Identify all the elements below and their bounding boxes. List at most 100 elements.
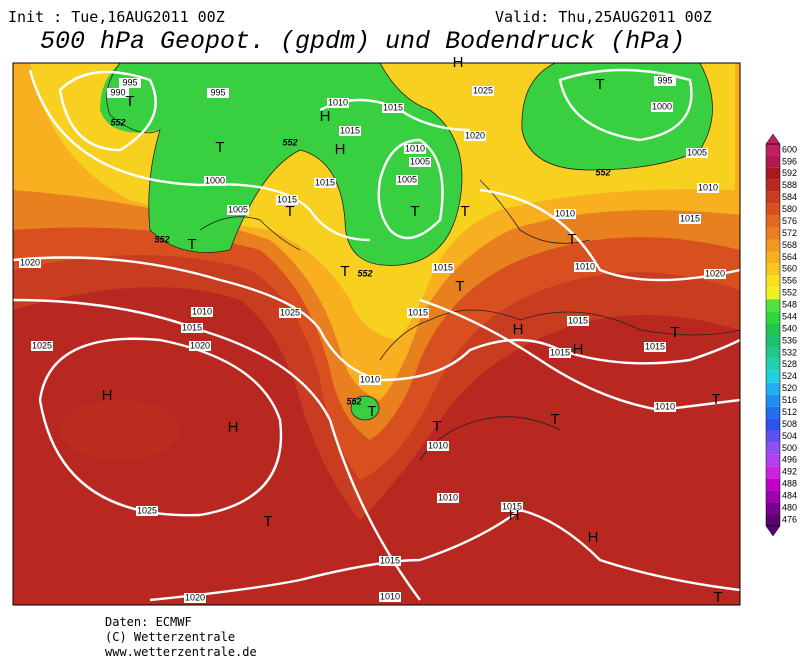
isobar-label: 1020 (185, 592, 205, 602)
colorbar-swatch (766, 215, 780, 228)
isobar-label: 1000 (205, 175, 225, 185)
isobar-label-bg (697, 183, 719, 193)
isobar-label-bg (382, 103, 404, 113)
colorbar-swatch (766, 203, 780, 216)
pressure-center: T (367, 403, 376, 420)
pressure-center: H (453, 54, 464, 71)
isobar-label-bg (19, 258, 41, 268)
copyright: (C) Wetterzentrale (105, 630, 235, 644)
colorbar-swatch (766, 394, 780, 407)
pressure-center: T (187, 236, 196, 253)
colorbar-swatch (766, 335, 780, 347)
contour-label: 552 (282, 137, 297, 147)
colorbar-swatch (766, 382, 780, 395)
colorbar-swatch (766, 167, 780, 180)
colorbar-swatch (766, 263, 780, 276)
isobar-label-bg (432, 263, 454, 273)
pressure-center: H (509, 507, 520, 524)
colorbar-label: 592 (782, 168, 797, 178)
pressure-center: T (670, 324, 679, 341)
isobar-label: 1020 (20, 257, 40, 267)
init-time: Init : Tue,16AUG2011 00Z (8, 8, 225, 26)
isobar-label: 1015 (408, 307, 428, 317)
isobar-label: 990 (110, 87, 125, 97)
isobar-label: 1020 (190, 340, 210, 350)
isobar-label: 1010 (328, 97, 348, 107)
colorbar-label: 508 (782, 419, 797, 429)
isobar-label-bg (679, 214, 701, 224)
website: www.wetterzentrale.de (105, 645, 257, 659)
isobar-label: 1025 (137, 505, 157, 515)
map-title: 500 hPa Geopot. (gpdm) und Bodendruck (h… (40, 27, 685, 56)
isobar-label-bg (136, 506, 158, 516)
isobar-label: 1005 (410, 156, 430, 166)
colorbar-swatch (766, 454, 780, 467)
isobar-label-bg (567, 316, 589, 326)
isobar-label-bg (404, 144, 426, 154)
pressure-center: T (550, 411, 559, 428)
isobar-label-bg (379, 556, 401, 566)
isobar-label: 1010 (405, 143, 425, 153)
pressure-center: H (588, 529, 599, 546)
colorbar-frame (765, 143, 781, 527)
colorbar-label: 528 (782, 359, 797, 369)
pressure-center: T (410, 203, 419, 220)
isobar-label: 1015 (315, 177, 335, 187)
isobar-label-bg (227, 205, 249, 215)
colorbar-swatch (766, 370, 780, 383)
colorbar-swatch (766, 346, 780, 359)
colorbar-swatch (766, 466, 780, 479)
colorbar-label: 516 (782, 395, 797, 405)
isobar-label: 1010 (192, 306, 212, 316)
pressure-center: H (335, 141, 346, 158)
isobar-label: 1005 (397, 174, 417, 184)
colorbar-swatch (766, 179, 780, 192)
isobar-label-bg (279, 308, 301, 318)
isobar-label: 1025 (280, 307, 300, 317)
pressure-center: H (513, 321, 524, 338)
isobar-label-bg (554, 209, 576, 219)
contour-label: 552 (346, 396, 361, 406)
colorbar-swatch (766, 442, 780, 455)
isobar-label: 1010 (380, 591, 400, 601)
colorbar-swatch (766, 418, 780, 431)
isobar-label: 995 (657, 75, 672, 85)
pressure-center: H (573, 341, 584, 358)
pressure-center: T (713, 589, 722, 606)
isobar-label: 1010 (655, 401, 675, 411)
colorbar-swatch (766, 287, 780, 300)
isobar-label-bg (181, 323, 203, 333)
colorbar-label: 556 (782, 276, 797, 286)
colorbar-label: 596 (782, 156, 797, 166)
colorbar-swatch (766, 275, 780, 288)
pressure-center: T (711, 391, 720, 408)
pressure-center: T (567, 231, 576, 248)
isobar-label-bg (107, 88, 129, 98)
colorbar-top-tip (765, 133, 781, 145)
colorbar-label: 540 (782, 323, 797, 333)
isobar-label-bg (119, 78, 141, 88)
isobar-label-bg (359, 375, 381, 385)
pressure-center: T (455, 278, 464, 295)
colorbar-swatch (766, 430, 780, 443)
colorbar-label: 520 (782, 383, 797, 393)
colorbar-label: 484 (782, 491, 797, 501)
isobar-label: 1015 (383, 102, 403, 112)
colorbar-swatch (766, 299, 780, 312)
colorbar-label: 548 (782, 300, 797, 310)
isobar-label: 1010 (698, 182, 718, 192)
colorbar-swatch (766, 144, 780, 156)
colorbar-swatch (766, 311, 780, 324)
pressure-center: T (215, 139, 224, 156)
colorbar-label: 488 (782, 479, 797, 489)
isobar-label-bg (314, 178, 336, 188)
colorbar-label: 536 (782, 335, 797, 345)
colorbar-label: 532 (782, 347, 797, 357)
isobar-label-bg (191, 307, 213, 317)
isobar-label-bg (464, 131, 486, 141)
valid-time: Valid: Thu,25AUG2011 00Z (495, 8, 712, 26)
isobar-label-bg (396, 175, 418, 185)
isobar-label-bg (549, 348, 571, 358)
